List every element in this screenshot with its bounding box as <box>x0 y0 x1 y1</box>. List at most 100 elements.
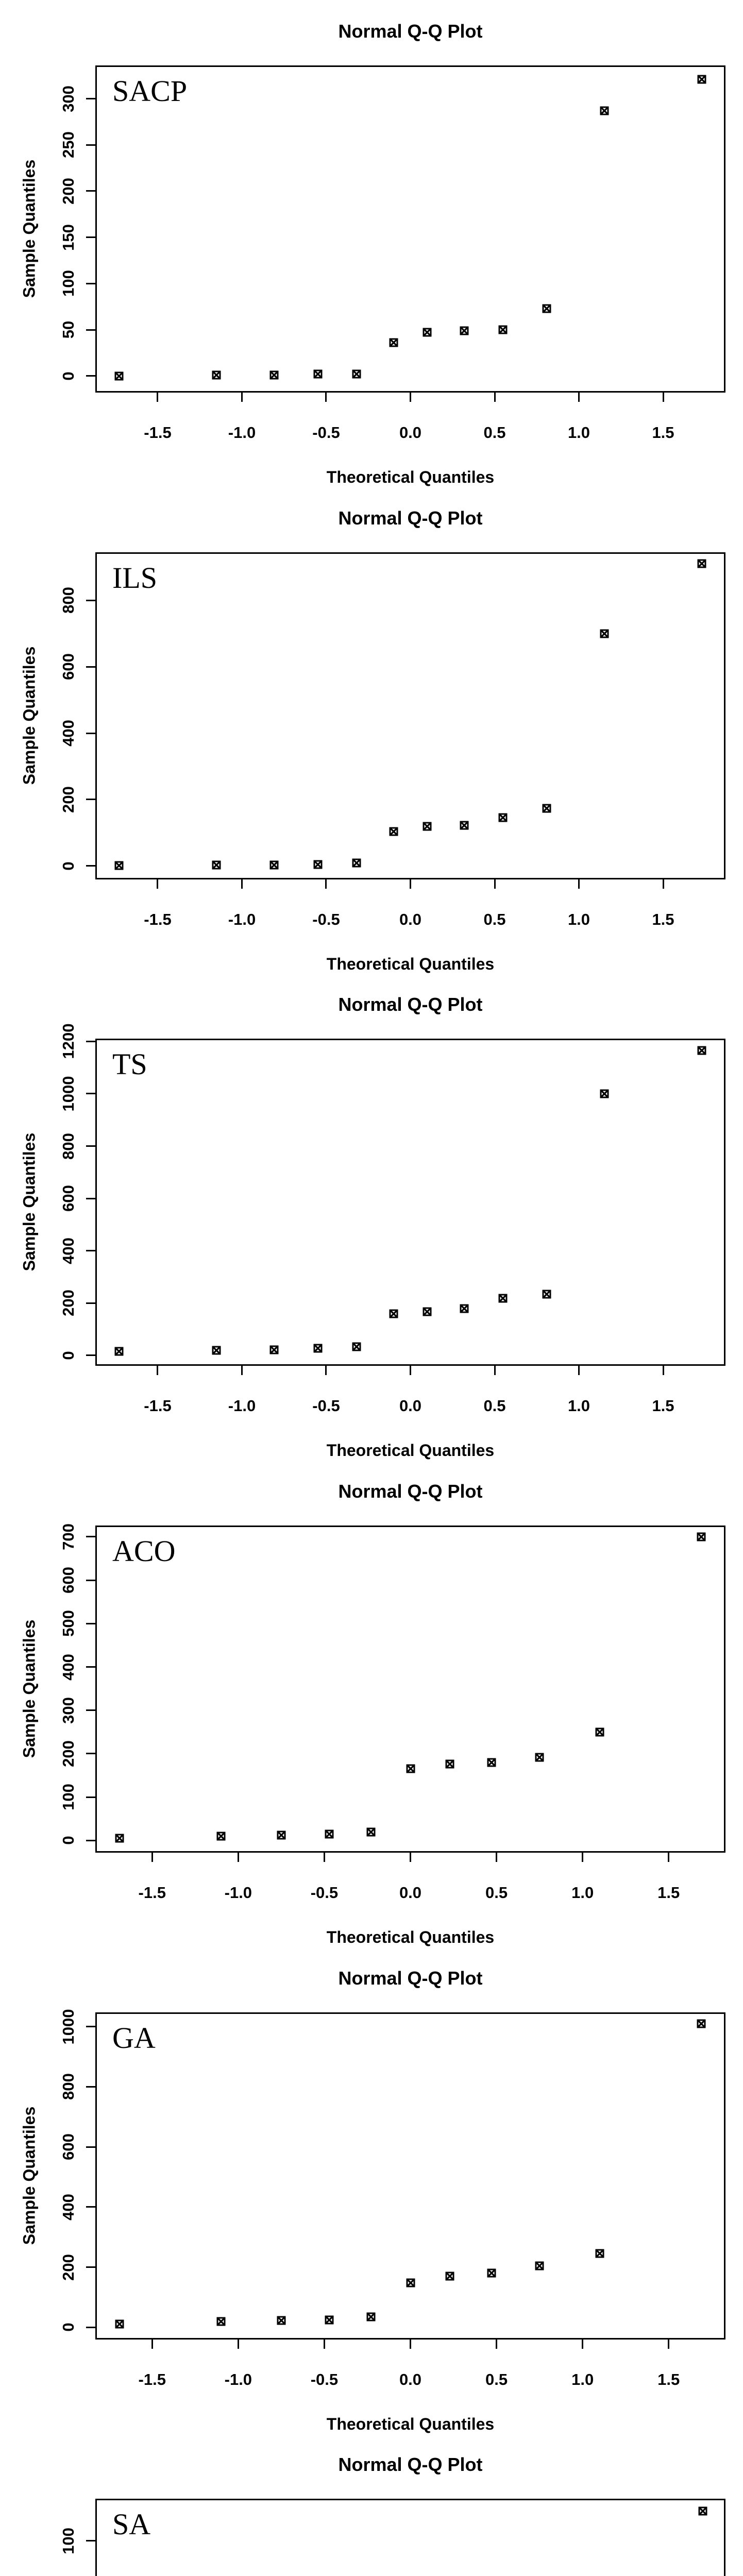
data-point-marker <box>460 1304 469 1313</box>
data-point-marker <box>216 1832 226 1841</box>
y-axis-label: Sample Quantiles <box>20 1619 39 1758</box>
x-axis-tick <box>241 1366 243 1376</box>
x-axis-tick-label: 1.0 <box>571 2370 594 2388</box>
x-axis-tick-label: -1.0 <box>228 423 256 442</box>
plot-title: Normal Q-Q Plot <box>338 994 483 1015</box>
y-axis-tick <box>86 599 95 601</box>
series-label: ILS <box>112 561 157 595</box>
data-point-marker <box>389 827 398 836</box>
x-axis-tick-label: -0.5 <box>312 910 340 928</box>
x-axis-tick-label: 1.0 <box>567 910 590 928</box>
series-label: SACP <box>112 74 188 108</box>
x-axis-tick-label: -1.5 <box>144 910 172 928</box>
x-axis-tick <box>410 1852 411 1862</box>
y-axis-label: Sample Quantiles <box>20 1133 39 1272</box>
x-axis-tick-label: 1.5 <box>657 1883 680 1902</box>
data-point-marker <box>212 370 221 380</box>
y-axis-tick-label: 600 <box>59 1567 77 1594</box>
plot-area <box>95 2499 725 2576</box>
x-axis-tick-label: -0.5 <box>312 423 340 442</box>
y-axis-tick-label: 300 <box>59 1697 77 1724</box>
data-point-marker <box>445 2272 454 2281</box>
x-axis-tick-label: 1.5 <box>652 423 674 442</box>
plot-area <box>95 1039 725 1366</box>
y-axis-tick <box>86 732 95 734</box>
plot-title: Normal Q-Q Plot <box>338 1480 483 1502</box>
data-point-marker <box>698 2506 707 2516</box>
x-axis-tick-label: -1.0 <box>224 2370 252 2388</box>
y-axis-tick-label: 0 <box>59 371 77 381</box>
y-axis-tick <box>86 1666 95 1668</box>
x-axis-tick-label: -0.5 <box>312 1397 340 1415</box>
x-axis-tick-label: 0.0 <box>399 1397 422 1415</box>
data-point-marker <box>352 369 361 379</box>
data-point-marker <box>423 822 432 831</box>
y-axis-tick-label: 100 <box>59 2528 77 2554</box>
y-axis-tick-label: 200 <box>59 786 77 813</box>
y-axis-tick-label: 1000 <box>59 1076 77 1112</box>
y-axis-tick <box>86 2206 95 2208</box>
x-axis-tick <box>241 879 243 889</box>
x-axis-tick <box>237 2339 239 2349</box>
y-axis-tick <box>86 2266 95 2268</box>
x-axis-tick <box>323 2339 325 2349</box>
y-axis-tick-label: 200 <box>59 1290 77 1317</box>
x-axis-tick-label: -1.5 <box>144 1397 172 1415</box>
x-axis-tick <box>578 879 580 889</box>
y-axis-tick <box>86 865 95 867</box>
data-point-marker <box>460 821 469 830</box>
data-point-marker <box>389 338 398 347</box>
data-point-marker <box>114 1347 124 1356</box>
x-axis-tick-label: -1.0 <box>228 1397 256 1415</box>
x-axis-tick <box>496 1852 498 1862</box>
x-axis-tick <box>578 1366 580 1376</box>
x-axis-tick-label: 0.0 <box>399 2370 422 2388</box>
data-point-marker <box>325 2315 334 2325</box>
y-axis-label: Sample Quantiles <box>20 2106 39 2245</box>
data-point-marker <box>352 858 361 868</box>
data-point-marker <box>460 326 469 335</box>
data-point-marker <box>406 1764 415 1773</box>
y-axis-tick-label: 200 <box>59 178 77 205</box>
x-axis-tick-label: 1.0 <box>567 423 590 442</box>
x-axis-label: Theoretical Quantiles <box>326 1927 495 1946</box>
plot-title: Normal Q-Q Plot <box>338 507 483 529</box>
data-point-marker <box>352 1342 361 1351</box>
y-axis-tick-label: 600 <box>59 2133 77 2160</box>
y-axis-tick-label: 100 <box>59 270 77 297</box>
data-point-marker <box>423 328 432 337</box>
y-axis-tick <box>86 1145 95 1147</box>
plot-area <box>95 1525 725 1853</box>
x-axis-tick-label: -1.5 <box>138 2370 166 2388</box>
x-axis-tick <box>151 1852 153 1862</box>
x-axis-tick <box>325 1366 327 1376</box>
series-label: SA <box>112 2507 151 2541</box>
data-point-marker <box>277 2316 286 2325</box>
y-axis-tick <box>86 329 95 331</box>
data-point-marker <box>542 804 551 813</box>
y-axis-label: Sample Quantiles <box>20 646 39 785</box>
y-axis-tick-label: 600 <box>59 653 77 680</box>
x-axis-tick <box>662 879 664 889</box>
y-axis-tick <box>86 1579 95 1581</box>
x-axis-tick <box>323 1852 325 1862</box>
data-point-marker <box>114 861 124 870</box>
x-axis-tick-label: -0.5 <box>310 1883 339 1902</box>
y-axis-tick <box>86 1250 95 1252</box>
y-axis-tick <box>86 1040 95 1042</box>
data-point-marker <box>269 370 279 380</box>
y-axis-tick <box>86 375 95 377</box>
data-point-marker <box>366 2312 376 2321</box>
plot-area <box>95 65 725 393</box>
plot-area <box>95 552 725 879</box>
data-point-marker <box>600 1089 609 1098</box>
x-axis-tick-label: 0.5 <box>483 423 506 442</box>
x-axis-tick-label: 1.5 <box>652 1397 674 1415</box>
data-point-marker <box>535 1753 544 1762</box>
y-axis-tick <box>86 2146 95 2148</box>
y-axis-tick-label: 400 <box>59 720 77 747</box>
qq-panel-ts: Normal Q-Q Plot Sample Quantiles TS Theo… <box>0 973 743 1460</box>
series-label: GA <box>112 2021 156 2055</box>
y-axis-tick-label: 0 <box>59 2323 77 2332</box>
data-point-marker <box>389 1309 398 1318</box>
